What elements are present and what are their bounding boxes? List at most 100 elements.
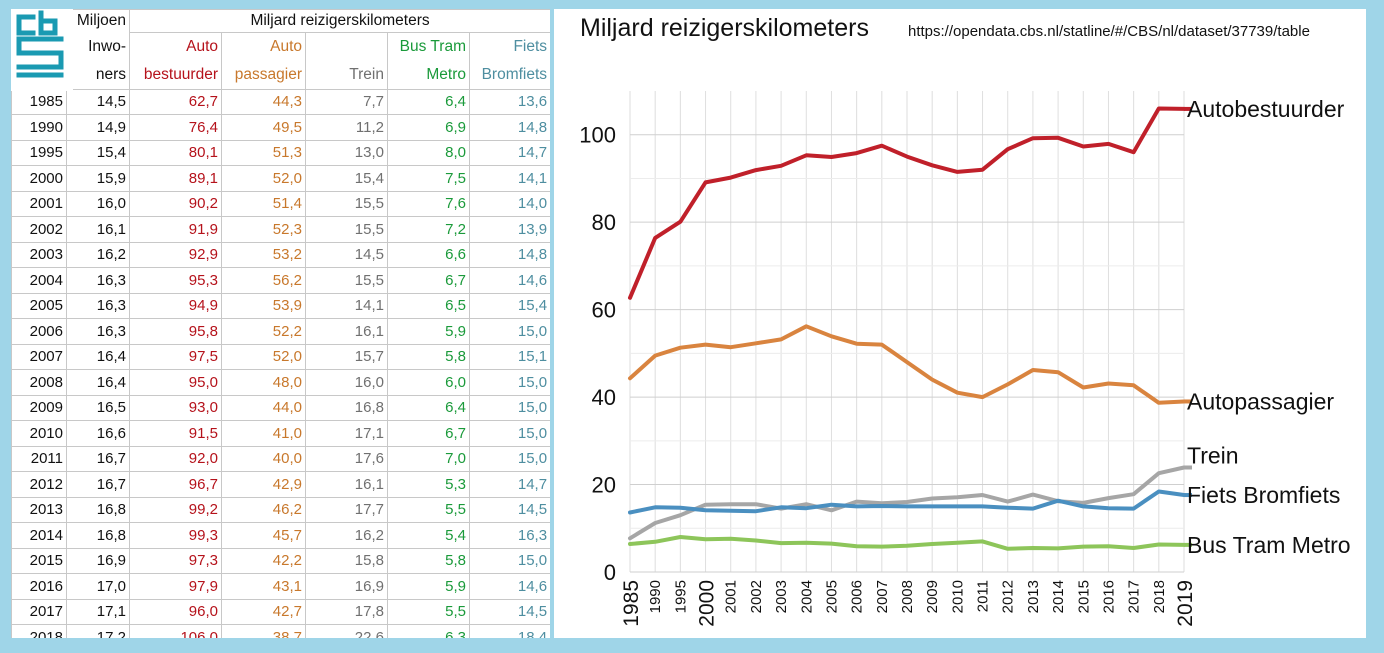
x-tick-label: 2011 <box>975 580 992 612</box>
x-tick-label: 2008 <box>899 580 916 613</box>
cell-auto: 91,9 <box>129 216 222 243</box>
cell-pop: 16,0 <box>66 190 130 217</box>
cell-trein: 17,6 <box>305 445 388 472</box>
cell-trein: 16,1 <box>305 318 388 345</box>
cell-auto: 96,7 <box>129 471 222 498</box>
cell-trein: 14,5 <box>305 241 388 268</box>
cell-auto: 97,5 <box>129 343 222 370</box>
cell-pop: 17,0 <box>66 573 130 600</box>
line-chart: 0 20 40 60 80 100 1985 1990 1995 2000 2001 2002 2003… <box>579 91 1351 627</box>
header-cell-fiets: Fiets <box>468 32 550 61</box>
cell-pop: 16,7 <box>66 471 130 498</box>
cell-auto: 89,1 <box>129 165 222 192</box>
cell-pop: 17,1 <box>66 598 130 625</box>
y-tick-label: 0 <box>604 560 616 585</box>
x-tick-label: 2002 <box>748 580 765 613</box>
cell-fiets: 15,0 <box>468 318 550 345</box>
cell-pass: 48,0 <box>221 369 306 396</box>
cell-year: 2000 <box>11 165 67 192</box>
series-label: Bus Tram Metro <box>1187 532 1351 558</box>
cell-year: 2004 <box>11 267 67 294</box>
cell-trein: 15,8 <box>305 547 388 574</box>
cell-year: 2007 <box>11 343 67 370</box>
series-line <box>628 106 1186 300</box>
cell-trein: 16,8 <box>305 394 388 421</box>
cell-bus: 6,0 <box>387 369 470 396</box>
cell-fiets: 16,3 <box>468 522 550 549</box>
x-tick-label: 1990 <box>647 580 664 613</box>
table-header-row: Inwo- Auto Auto Bus Tram Fiets <box>11 32 550 61</box>
cell-pass: 43,1 <box>221 573 306 600</box>
cell-trein: 22,6 <box>305 624 388 638</box>
header-cell-pass: Auto <box>221 32 306 61</box>
cell-pop: 16,3 <box>66 318 130 345</box>
cell-auto: 62,7 <box>129 88 222 115</box>
cell-auto: 91,5 <box>129 420 222 447</box>
x-tick-label: 2015 <box>1075 580 1092 613</box>
cell-pop: 16,8 <box>66 522 130 549</box>
cell-bus: 5,5 <box>387 598 470 625</box>
table-row: 2015 16,9 97,3 42,2 15,8 5,8 15,0 <box>11 547 550 574</box>
cell-year: 2011 <box>11 445 67 472</box>
cell-fiets: 18,4 <box>468 624 550 638</box>
header-cell-bus: Bus Tram <box>387 32 470 61</box>
cell-fiets: 15,0 <box>468 547 550 574</box>
table-row: 2012 16,7 96,7 42,9 16,1 5,3 14,7 <box>11 471 550 498</box>
cell-pass: 52,3 <box>221 216 306 243</box>
cell-pass: 46,2 <box>221 496 306 523</box>
cell-trein: 7,7 <box>305 88 388 115</box>
cell-year: 1985 <box>11 88 67 115</box>
data-table: Miljoen Miljard reizigerskilometers Inwo- A… <box>11 9 550 638</box>
cell-trein: 15,4 <box>305 165 388 192</box>
cell-bus: 7,0 <box>387 445 470 472</box>
cell-trein: 17,7 <box>305 496 388 523</box>
cell-pass: 51,3 <box>221 139 306 166</box>
x-tick-label: 2004 <box>798 580 815 613</box>
cell-trein: 14,1 <box>305 292 388 319</box>
table-row: 2005 16,3 94,9 53,9 14,1 6,5 15,4 <box>11 292 550 319</box>
chart-panel: Miljard reizigerskilometers https://open… <box>554 9 1366 638</box>
chart-title: Miljard reizigerskilometers <box>580 14 869 42</box>
cell-pass: 45,7 <box>221 522 306 549</box>
x-tick-label: 2005 <box>823 580 840 613</box>
x-tick-label: 2010 <box>949 580 966 613</box>
cell-pass: 42,7 <box>221 598 306 625</box>
cell-auto: 106,0 <box>129 624 222 638</box>
header-cell-fiets: Bromfiets <box>468 60 550 90</box>
cell-fiets: 15,4 <box>468 292 550 319</box>
cell-auto: 99,2 <box>129 496 222 523</box>
cell-bus: 7,2 <box>387 216 470 243</box>
cell-pop: 16,5 <box>66 394 130 421</box>
header-cell-bus: Metro <box>387 60 470 90</box>
table-row: 2013 16,8 99,2 46,2 17,7 5,5 14,5 <box>11 496 550 523</box>
table-row: 2000 15,9 89,1 52,0 15,4 7,5 14,1 <box>11 165 550 192</box>
header-cell-pop: Miljoen <box>66 9 130 32</box>
cell-year: 2008 <box>11 369 67 396</box>
cell-year: 2012 <box>11 471 67 498</box>
cell-year: 2015 <box>11 547 67 574</box>
cell-pop: 16,3 <box>66 292 130 319</box>
x-tick-label: 2007 <box>874 580 891 613</box>
cell-pass: 44,0 <box>221 394 306 421</box>
table-row: 2016 17,0 97,9 43,1 16,9 5,9 14,6 <box>11 573 550 600</box>
cell-auto: 94,9 <box>129 292 222 319</box>
x-tick-label: 2014 <box>1050 580 1067 613</box>
cell-bus: 7,6 <box>387 190 470 217</box>
table-row: 1990 14,9 76,4 49,5 11,2 6,9 14,8 <box>11 114 550 141</box>
cell-bus: 6,7 <box>387 420 470 447</box>
cell-bus: 8,0 <box>387 139 470 166</box>
cell-year: 2001 <box>11 190 67 217</box>
cell-pop: 14,5 <box>66 88 130 115</box>
table-row: 2001 16,0 90,2 51,4 15,5 7,6 14,0 <box>11 190 550 217</box>
cell-bus: 5,8 <box>387 343 470 370</box>
cell-pass: 53,9 <box>221 292 306 319</box>
cell-year: 2010 <box>11 420 67 447</box>
table-row: 2017 17,1 96,0 42,7 17,8 5,5 14,5 <box>11 598 550 625</box>
table-row: 1995 15,4 80,1 51,3 13,0 8,0 14,7 <box>11 139 550 166</box>
cell-pass: 53,2 <box>221 241 306 268</box>
cell-bus: 5,9 <box>387 573 470 600</box>
cell-year: 2014 <box>11 522 67 549</box>
cell-trein: 17,1 <box>305 420 388 447</box>
series-label: Autopassagier <box>1187 388 1334 414</box>
cell-fiets: 14,0 <box>468 190 550 217</box>
